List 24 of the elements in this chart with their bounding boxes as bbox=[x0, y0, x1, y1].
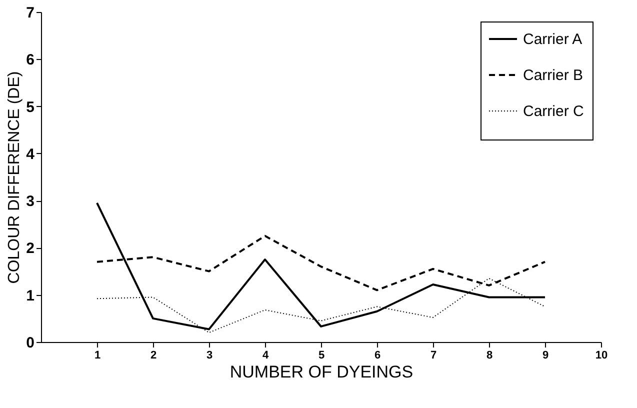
x-tick-label: 2 bbox=[150, 350, 157, 362]
x-tick-label: 10 bbox=[595, 350, 608, 362]
y-tick-label: 3 bbox=[26, 193, 34, 210]
y-tick-label: 1 bbox=[26, 287, 34, 304]
y-axis-title: COLOUR DIFFERENCE (DE) bbox=[6, 71, 24, 284]
legend-label: Carrier C bbox=[523, 103, 584, 120]
legend-label: Carrier A bbox=[523, 31, 582, 48]
x-tick-label: 4 bbox=[262, 350, 270, 362]
line-series bbox=[96, 202, 546, 330]
x-axis-title: NUMBER OF DYEINGS bbox=[230, 362, 414, 382]
x-tick-label: 7 bbox=[430, 350, 437, 362]
x-tick-label: 6 bbox=[374, 350, 381, 362]
y-tick-label: 2 bbox=[26, 240, 34, 258]
x-tick-label: 1 bbox=[94, 350, 101, 362]
y-tick-label: 0 bbox=[26, 334, 34, 352]
y-tick-label: 7 bbox=[26, 4, 34, 22]
y-tick-label: 6 bbox=[26, 52, 34, 69]
x-tick-label: 5 bbox=[318, 350, 325, 362]
x-tick-label: 9 bbox=[542, 350, 549, 362]
y-tick-label: 5 bbox=[26, 98, 34, 116]
x-tick-label: 8 bbox=[486, 350, 493, 362]
legend-label: Carrier B bbox=[523, 67, 584, 84]
x-tick-label: 3 bbox=[206, 350, 213, 362]
y-tick-label: 4 bbox=[26, 146, 36, 163]
